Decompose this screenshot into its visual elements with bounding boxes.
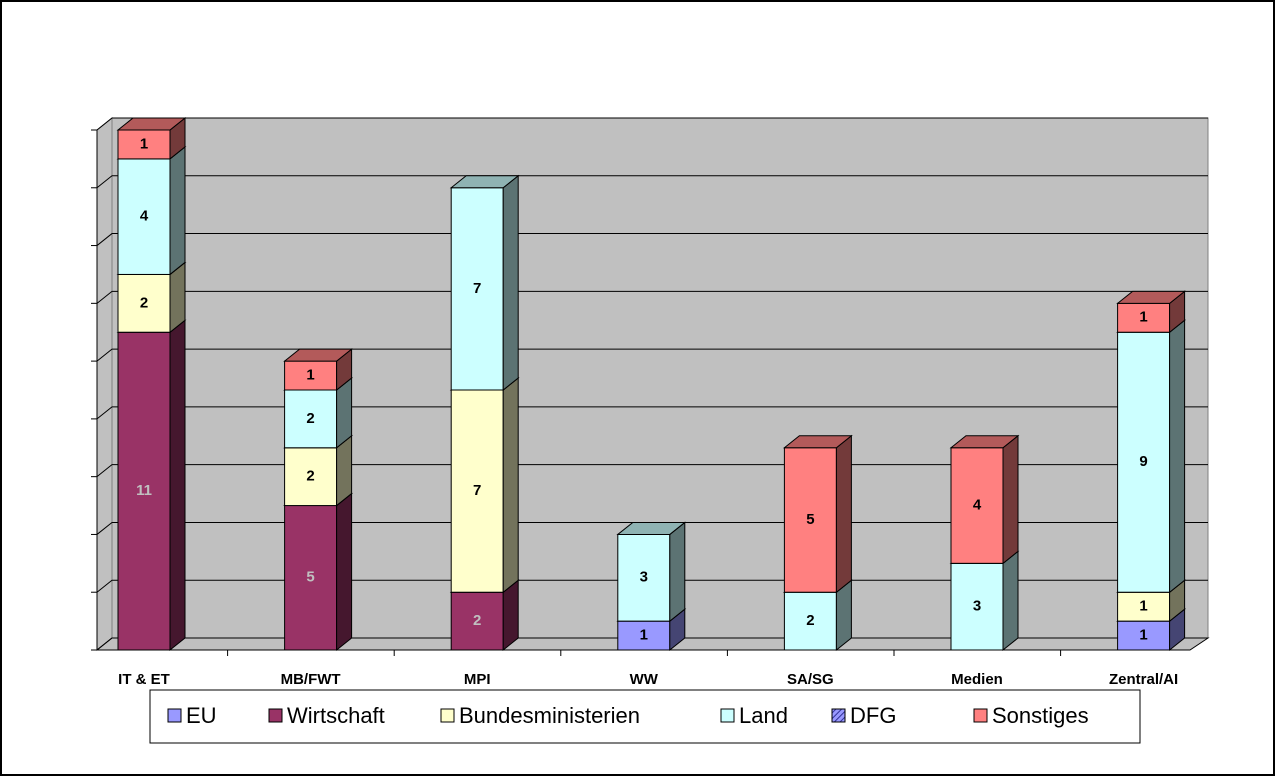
data-label: 11	[136, 482, 152, 499]
bar-segment	[450, 591, 504, 651]
data-label: 1	[140, 135, 148, 152]
data-label: 2	[806, 612, 814, 629]
data-label: 1	[1139, 598, 1147, 615]
legend-label: DFG	[850, 703, 896, 728]
bar-side	[669, 521, 686, 623]
data-label: 3	[973, 598, 981, 615]
x-tick-label: SA/SG	[787, 671, 834, 688]
data-label: 9	[1139, 453, 1147, 470]
side-wall	[96, 116, 113, 652]
bar-segment	[117, 273, 171, 333]
data-label: 2	[473, 612, 481, 629]
bar-side	[835, 434, 852, 594]
x-tick-label: Zentral/AI	[1109, 671, 1178, 688]
data-label: 1	[640, 627, 648, 644]
bar-side	[502, 174, 519, 392]
grid-line	[96, 348, 1208, 362]
x-tick-label: MPI	[464, 671, 491, 688]
x-tick-label: IT & ET	[118, 671, 170, 688]
legend-swatch	[167, 708, 182, 723]
bar-segment	[284, 389, 338, 449]
bar-segment	[450, 389, 504, 593]
bar-top	[616, 521, 687, 535]
bar-top	[283, 348, 354, 362]
data-label: 3	[640, 569, 648, 586]
bar-top	[1116, 290, 1187, 304]
grid-line	[96, 117, 1208, 131]
data-label: 7	[473, 280, 481, 297]
grid-line	[96, 175, 1208, 189]
x-tick-label: WW	[630, 671, 659, 688]
bar-segment	[1117, 331, 1171, 593]
x-tick-label: MB/FWT	[281, 671, 341, 688]
data-label: 5	[806, 511, 814, 528]
data-label: 5	[306, 569, 314, 586]
legend-swatch	[440, 708, 455, 723]
bar-segment	[117, 129, 171, 160]
bar-side	[1002, 434, 1019, 565]
legend-swatch	[973, 708, 988, 723]
bar-side	[502, 376, 519, 594]
bar-side	[169, 319, 186, 652]
legend-label: Sonstiges	[992, 703, 1089, 728]
grid-line	[96, 406, 1208, 420]
bar-top	[949, 435, 1020, 449]
bar-segment	[1117, 620, 1171, 651]
legend-swatch	[268, 708, 283, 723]
bar-segment	[117, 331, 171, 651]
legend-label: Land	[739, 703, 788, 728]
data-label: 4	[973, 497, 982, 514]
legend-label: EU	[186, 703, 217, 728]
grid-line	[96, 233, 1208, 246]
data-label: 2	[306, 410, 314, 427]
bar-side	[1169, 319, 1186, 594]
bar-segment	[950, 562, 1004, 651]
bar-segment	[117, 158, 171, 275]
bar-segment	[1117, 302, 1171, 333]
x-tick-label: Medien	[951, 671, 1003, 688]
grid-line	[96, 290, 1208, 304]
data-label: 1	[1139, 627, 1147, 644]
bar-top	[449, 175, 520, 189]
bar-side	[336, 492, 353, 652]
bar-segment	[284, 505, 338, 651]
bar-segment	[783, 591, 837, 651]
bar-segment	[950, 447, 1004, 564]
bar-side	[169, 145, 186, 276]
data-label: 2	[306, 468, 314, 485]
legend-swatch	[720, 708, 735, 723]
data-label: 1	[1139, 309, 1147, 326]
bar-top	[116, 117, 187, 131]
data-label: 7	[473, 482, 481, 499]
bar-side	[1002, 550, 1019, 652]
legend-swatch	[831, 708, 846, 723]
legend-label: Wirtschaft	[287, 703, 385, 728]
data-label: 2	[140, 294, 148, 311]
data-label: 4	[140, 208, 149, 225]
bar-segment	[1117, 591, 1171, 622]
bar-top	[782, 435, 853, 449]
legend-label: Bundesministerien	[459, 703, 640, 728]
data-label: 1	[306, 367, 314, 384]
